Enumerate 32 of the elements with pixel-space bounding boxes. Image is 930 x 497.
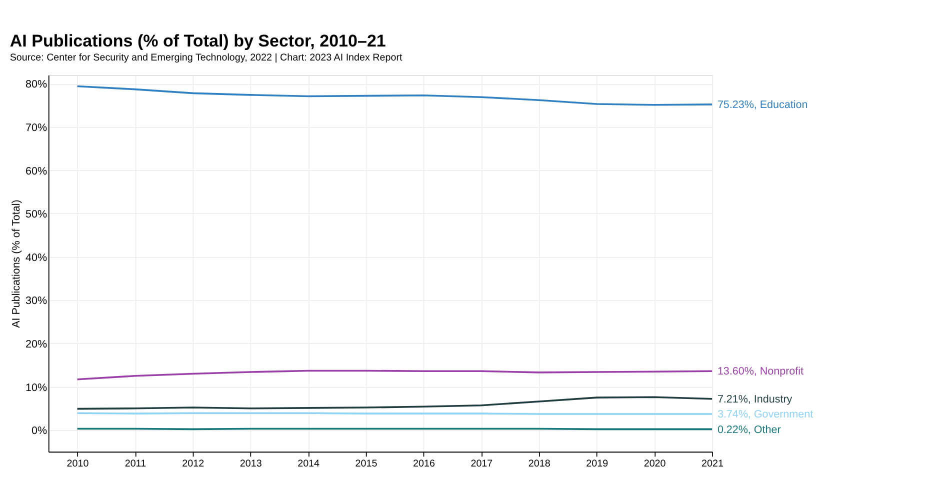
x-tick-label: 2021 [702, 458, 724, 470]
y-tick-label: 0% [32, 425, 48, 438]
text: 7.21%, Industry [717, 393, 793, 406]
text: 0.22%, Other [717, 424, 782, 436]
x-tick-label: 2017 [470, 458, 493, 470]
x-tick-label: 2013 [240, 458, 262, 470]
x-tick-label: 2010 [66, 458, 90, 470]
x-tick-label: 2020 [644, 458, 666, 470]
y-tick-label: 70% [26, 122, 48, 134]
y-tick-label: 10% [26, 382, 48, 394]
y-tick-label: 40% [26, 252, 48, 264]
x-tick-label: 2016 [413, 458, 436, 470]
line-series [76, 85, 713, 106]
text: 3.74%, Government [717, 408, 814, 421]
x-tick-label: 2011 [124, 458, 146, 470]
text: 13.60%, Nonprofit [717, 366, 804, 378]
x-tick-label: 2015 [355, 458, 378, 470]
x-tick-label: 2012 [182, 458, 204, 470]
x-tick-label: 2018 [528, 458, 551, 470]
x-tick-label: 2019 [586, 458, 609, 470]
chart-title: AI Publications (% of Total) by Sector, 2010–21 [10, 31, 386, 50]
line-series [76, 370, 713, 380]
text: 75.23%, Education [717, 99, 808, 112]
x-tick-label: 2014 [298, 458, 320, 470]
chart-subtitle: Source: Center for Security and Emerging Technology, 2022 | Chart: 2023 AI Index Report [10, 52, 403, 64]
y-tick-label: 60% [26, 165, 48, 178]
y-tick-label: 80% [26, 78, 48, 91]
y-tick-label: 30% [26, 295, 48, 308]
y-tick-label: 20% [26, 338, 48, 350]
y-axis-title: AI Publications (% of Total) [10, 200, 22, 328]
line-series [76, 396, 713, 410]
y-tick-label: 50% [26, 208, 48, 221]
